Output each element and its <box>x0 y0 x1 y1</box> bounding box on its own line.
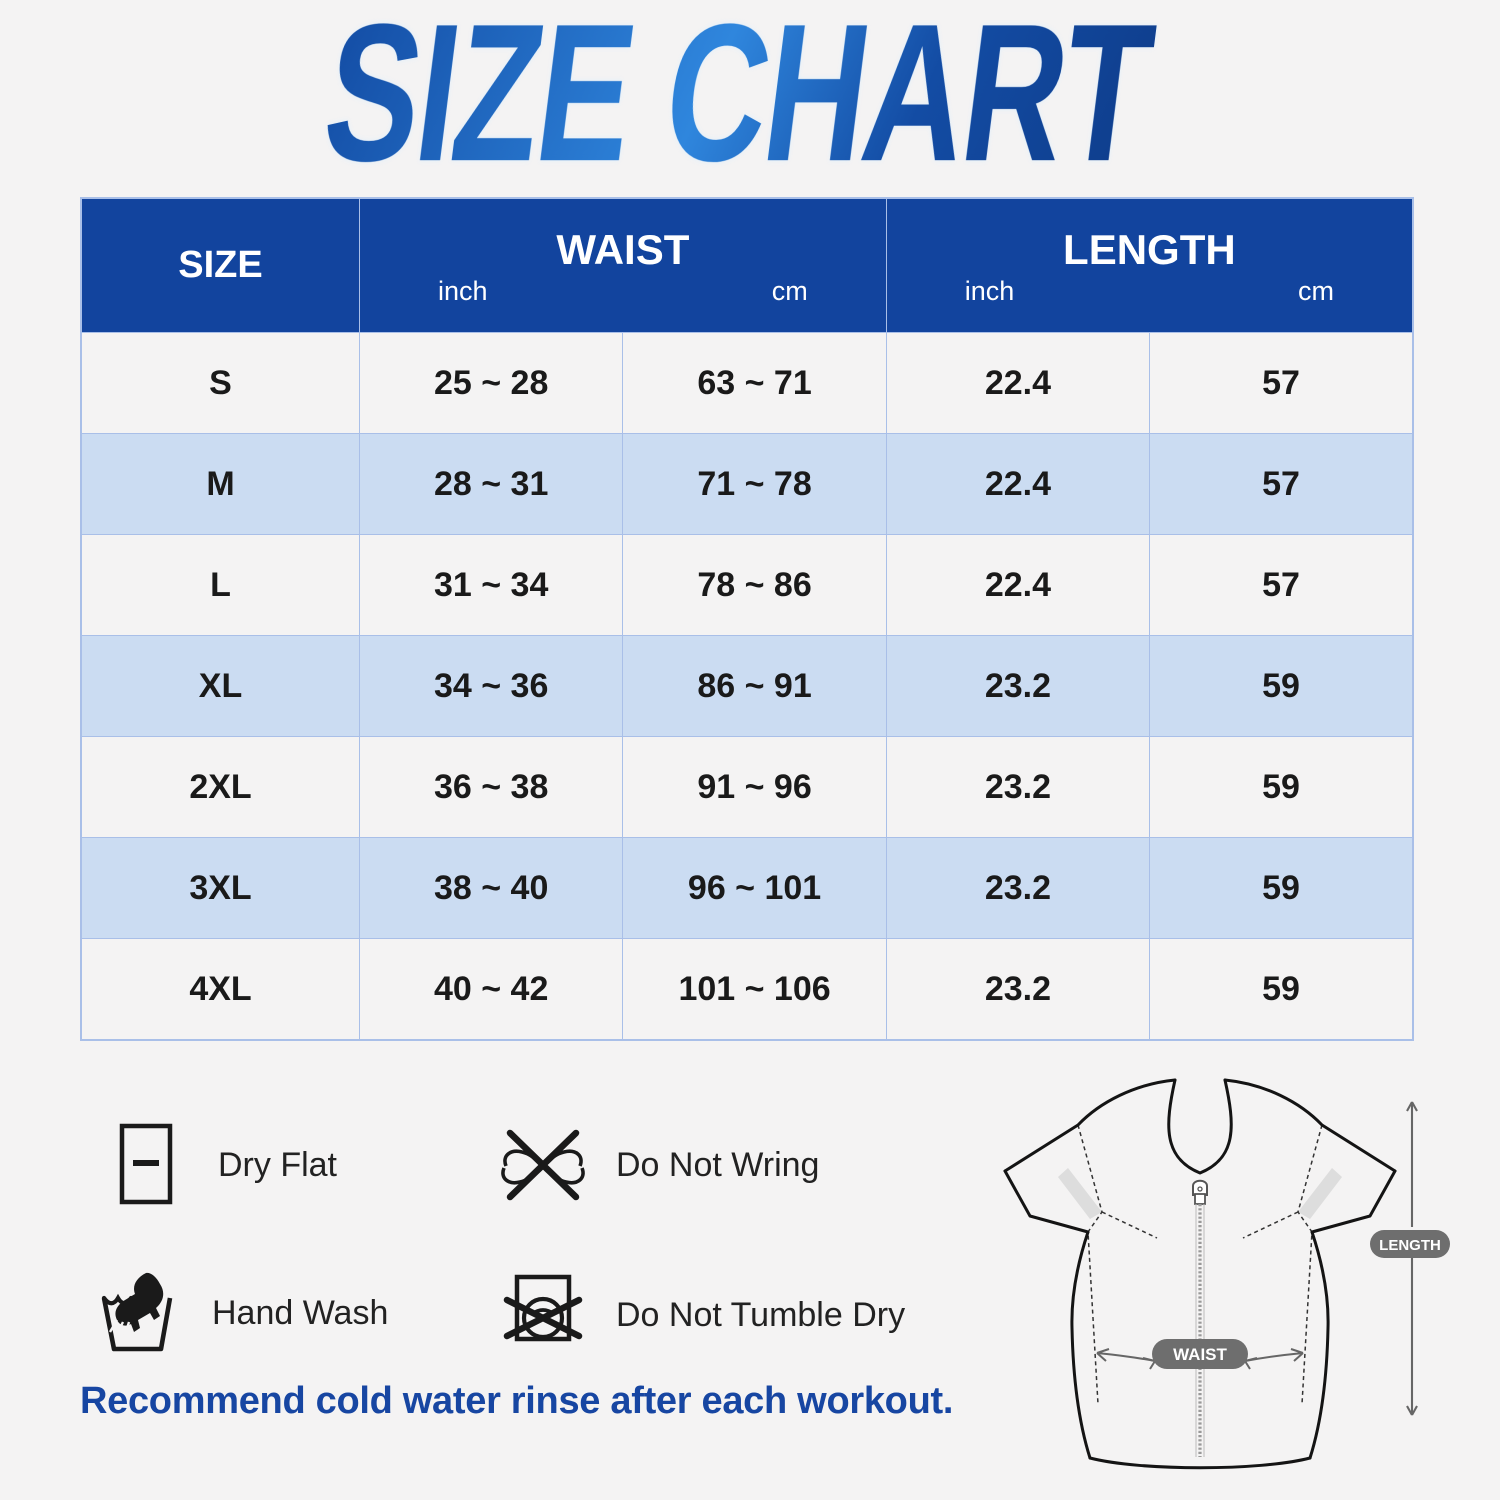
svg-text:LENGTH: LENGTH <box>1379 1237 1441 1254</box>
svg-text:WAIST: WAIST <box>1173 1345 1227 1364</box>
